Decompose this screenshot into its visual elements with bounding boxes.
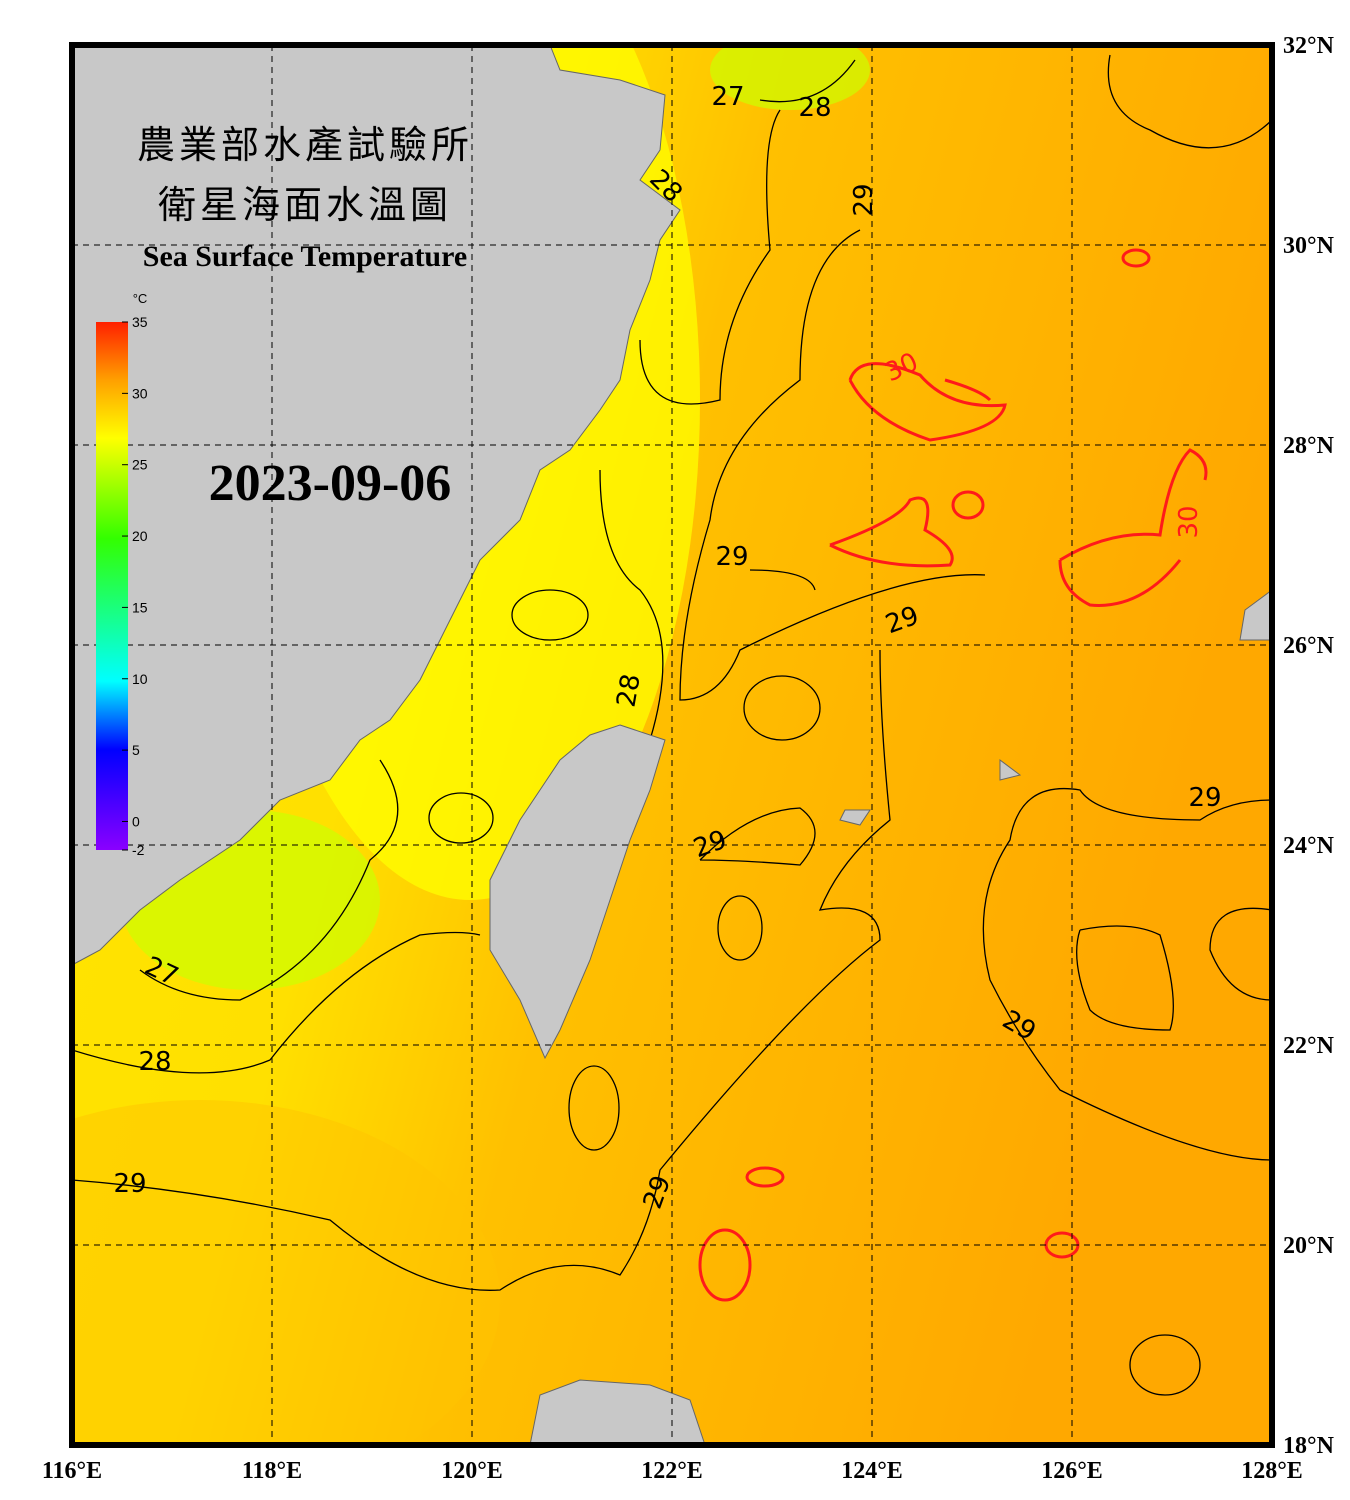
contour-line: [72, 649, 891, 1291]
sea-shade: [72, 1100, 500, 1445]
graticule: [72, 45, 1272, 1445]
contour-label: 30: [1174, 505, 1204, 538]
y-tick-label: 26°N: [1283, 633, 1335, 659]
y-tick-label: 32°N: [1283, 33, 1335, 59]
x-tick-label: 116°E: [42, 1458, 102, 1484]
colorbar-tick-label: 35: [132, 314, 148, 330]
contour-line: [699, 807, 816, 866]
colorbar-tick-label: 25: [132, 457, 148, 473]
contour-line: [1107, 54, 1272, 149]
contour-label: 29: [113, 1169, 146, 1199]
y-tick-label: 30°N: [1283, 233, 1335, 259]
colorbar-tick-label: -2: [132, 842, 145, 858]
contours: [72, 54, 1272, 1396]
y-tick-label: 22°N: [1283, 1033, 1335, 1059]
date: 2023-09-06: [209, 455, 452, 512]
taiwan: [489, 724, 666, 1060]
contour-label: 27: [711, 82, 744, 112]
colorbar-tick-label: 5: [132, 742, 140, 758]
contour-line: [1129, 1334, 1201, 1396]
sea-shade: [710, 45, 870, 110]
contour-line: [1209, 907, 1272, 1001]
island: [999, 759, 1022, 781]
colorbar-unit: °C: [133, 291, 148, 306]
y-tick-label: 28°N: [1283, 433, 1335, 459]
contour-label: 28: [798, 93, 831, 123]
contour-line: [72, 931, 481, 1074]
x-tick-label: 120°E: [441, 1458, 503, 1484]
colorbar-tick-label: 10: [132, 671, 148, 687]
colorbar: [96, 322, 128, 850]
colorbar-tick-label: 15: [132, 599, 148, 615]
contour-label: 28: [611, 672, 646, 710]
contour-line-30: [951, 490, 985, 520]
contour-line-30: [848, 362, 1007, 442]
colorbar-tick-label: 20: [132, 528, 148, 544]
land: [72, 45, 1272, 1445]
luzon: [529, 1379, 706, 1445]
title-line: 衛星海面水溫圖: [158, 183, 452, 227]
contour-line-30: [1058, 448, 1208, 607]
y-tick-label: 18°N: [1283, 1433, 1335, 1459]
colorbar-ticks: 35 30 25 20 15 10 5 0 -2: [122, 314, 148, 858]
x-tick-label: 128°E: [1241, 1458, 1303, 1484]
contour-line: [743, 675, 821, 741]
contour-line: [568, 1065, 620, 1151]
map-area: 27 28 28 29 30 29 30 29 28 29 29 27 29 2…: [72, 45, 1272, 1445]
axis-labels: 116°E 118°E 120°E 122°E 124°E 126°E 128°E 32°N 3…: [42, 33, 1335, 1484]
contour-label: 28: [138, 1047, 171, 1077]
title-block: 農業部水產試驗所 衛星海面水溫圖: [137, 123, 473, 227]
contour-line: [599, 469, 664, 741]
island: [1239, 589, 1272, 641]
title-line: 農業部水產試驗所: [137, 123, 473, 167]
contour-line-30: [698, 1228, 752, 1302]
contour-line: [982, 788, 1272, 1161]
x-tick-label: 124°E: [841, 1458, 903, 1484]
map-frame: [69, 42, 1275, 1448]
colorbar-tick-label: 0: [132, 813, 140, 829]
contour-label: 29: [715, 542, 748, 572]
contour-line: [139, 759, 399, 1001]
y-tick-label: 24°N: [1283, 833, 1335, 859]
contour-line-30: [829, 496, 954, 568]
contour-label: 29: [849, 183, 879, 216]
colorbar-tick-label: 30: [132, 385, 148, 401]
contour-labels: 27 28 28 29 30 29 30 29 28 29 29 27 29 2…: [113, 82, 1221, 1213]
x-tick-label: 122°E: [641, 1458, 703, 1484]
contour-line: [639, 59, 856, 405]
mainland: [72, 45, 681, 966]
contour-line: [679, 229, 986, 701]
contour-line: [1076, 925, 1174, 1031]
y-tick-label: 20°N: [1283, 1233, 1335, 1259]
contour-line-30: [745, 1166, 785, 1188]
contour-line: [717, 895, 763, 961]
contour-label: 29: [1188, 783, 1221, 813]
contour-line: [749, 569, 816, 591]
subtitle: Sea Surface Temperature: [143, 240, 467, 273]
contour-line: [428, 792, 494, 844]
x-tick-label: 126°E: [1041, 1458, 1103, 1484]
contour-line-30: [1121, 248, 1151, 268]
contour-line: [511, 589, 589, 641]
island: [839, 809, 871, 826]
x-tick-label: 118°E: [242, 1458, 302, 1484]
